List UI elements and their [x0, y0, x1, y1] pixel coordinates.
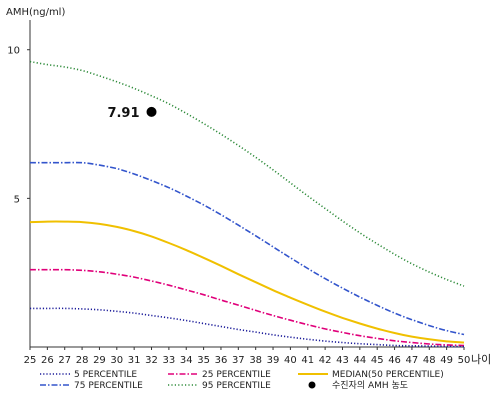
y-tick-label: 5 [14, 194, 20, 205]
x-axis-title: 나이 [471, 353, 491, 366]
x-tick-label: 43 [336, 355, 349, 366]
x-tick-label: 26 [41, 355, 54, 366]
x-tick-label: 46 [388, 355, 401, 366]
patient-amh-value-label: 7.91 [107, 106, 139, 121]
x-tick-label: 32 [145, 355, 158, 366]
x-tick-label: 47 [406, 355, 419, 366]
series-line-5-percentile [30, 307, 465, 348]
legend-item: 5 PERCENTILE [40, 370, 137, 380]
legend-label: 95 PERCENTILE [202, 381, 271, 391]
x-tick-label: 31 [128, 355, 141, 366]
x-tick-label: 41 [301, 355, 314, 366]
x-tick-label: 38 [249, 355, 262, 366]
legend: 5 PERCENTILE 25 PERCENTILE MEDIAN(50 PERCE… [40, 370, 444, 391]
legend-label: 75 PERCENTILE [74, 381, 143, 391]
x-tick-label: 39 [267, 355, 280, 366]
series-line-25-percentile [29, 268, 465, 347]
legend-item: 75 PERCENTILE [40, 381, 143, 391]
x-tick-label: 34 [180, 355, 193, 366]
series-line-95-percentile [29, 60, 465, 287]
x-tick-label: 48 [423, 355, 436, 366]
legend-item: 수진자의 AMH 농도 [308, 380, 408, 391]
x-tick-label: 28 [76, 355, 89, 366]
x-tick-label: 40 [284, 355, 297, 366]
series-line-median-50-percentile [29, 220, 465, 344]
x-tick-label: 30 [110, 355, 123, 366]
x-tick-label: 45 [371, 355, 384, 366]
x-tick-label: 25 [24, 355, 37, 366]
x-tick-label: 27 [58, 355, 71, 366]
legend-label: 5 PERCENTILE [74, 370, 137, 380]
x-tick-label: 35 [197, 355, 210, 366]
legend-item: MEDIAN(50 PERCENTILE) [298, 370, 444, 380]
patient-amh-point [146, 106, 157, 117]
x-tick-label: 37 [232, 355, 245, 366]
x-tick-label: 29 [93, 355, 106, 366]
y-axis-title: AMH(ng/ml) [6, 7, 65, 18]
series-layer [29, 60, 465, 348]
y-tick-label: 10 [7, 46, 20, 57]
x-tick-label: 50 [458, 355, 471, 366]
axes: 25 26 27 28 29 30 31 32 33 34 35 36 37 38 39 40 41 42 43 44… [7, 20, 470, 366]
x-tick-label: 42 [319, 355, 332, 366]
x-tick-label: 33 [163, 355, 176, 366]
highlight-layer: 7.91 [107, 106, 157, 121]
legend-item: 95 PERCENTILE [168, 381, 271, 391]
x-tick-label: 36 [215, 355, 228, 366]
legend-label: 25 PERCENTILE [202, 370, 271, 380]
legend-swatch-dot [308, 381, 316, 389]
legend-item: 25 PERCENTILE [168, 370, 271, 380]
legend-label: MEDIAN(50 PERCENTILE) [332, 370, 444, 380]
series-line-75-percentile [30, 161, 465, 336]
x-tick-label: 49 [440, 355, 453, 366]
legend-label: 수진자의 AMH 농도 [332, 380, 408, 391]
x-tick-label: 44 [353, 355, 366, 366]
